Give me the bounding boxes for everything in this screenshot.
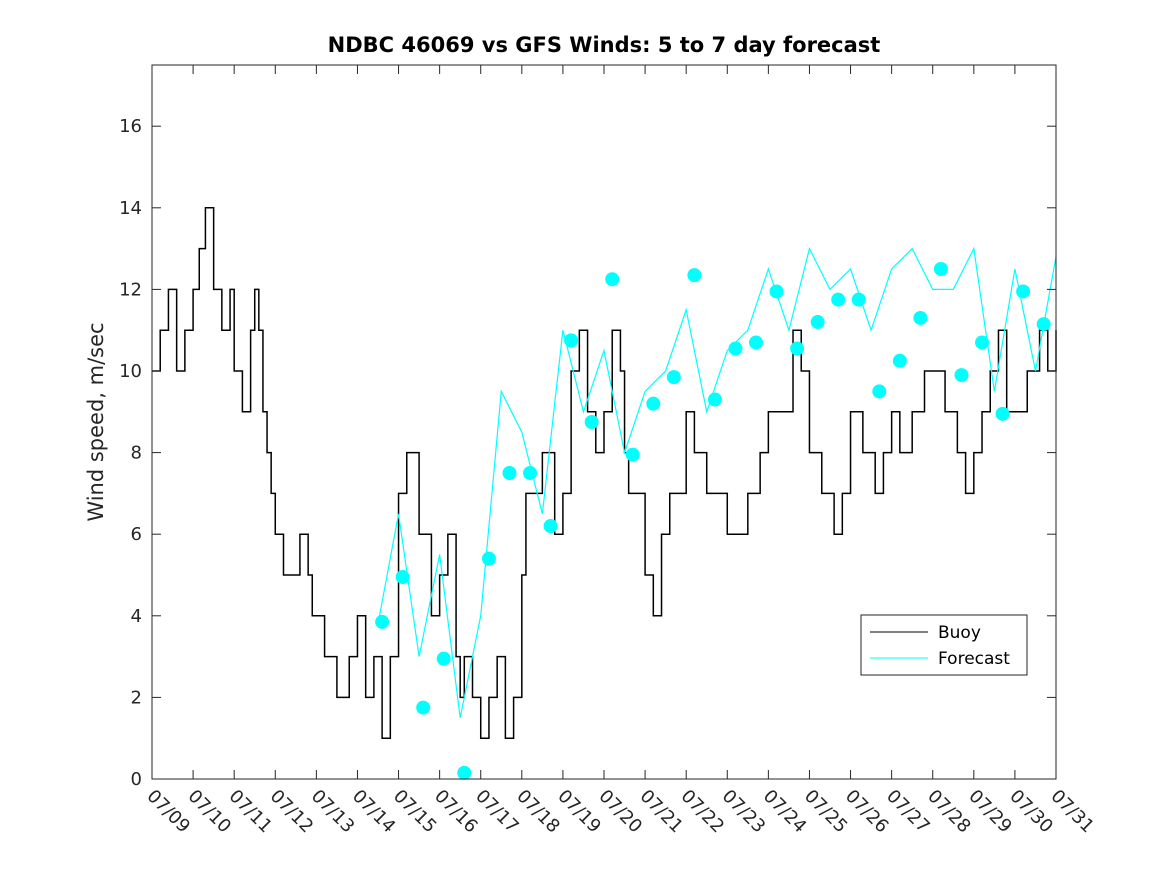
legend: Buoy Forecast [860, 614, 1028, 676]
x-tick-label: 07/23 [718, 786, 770, 838]
forecast-point [790, 341, 805, 356]
x-tick-label: 07/16 [430, 786, 482, 838]
x-axis: 07/0907/1007/1107/1207/1307/1407/1507/16… [142, 65, 1098, 837]
y-axis: 0 2 4 6 8 10 12 14 16 [119, 116, 1056, 790]
y-axis-label: Wind speed, m/sec [84, 322, 108, 521]
y-tick-label: 4 [131, 606, 142, 627]
y-tick-label: 16 [119, 116, 142, 137]
x-tick-label: 07/27 [882, 786, 934, 838]
forecast-point [457, 765, 472, 780]
forecast-point [502, 466, 517, 480]
y-tick-label: 14 [119, 198, 142, 219]
forecast-point [933, 262, 948, 276]
x-tick-label: 07/28 [923, 786, 975, 838]
x-tick-label: 07/31 [1046, 786, 1098, 838]
forecast-point [975, 335, 990, 350]
forecast-point [481, 551, 496, 566]
series-line-buoy [152, 207, 1057, 739]
y-tick-label: 10 [119, 361, 142, 382]
forecast-point [436, 651, 451, 666]
forecast-point [851, 292, 866, 307]
forecast-point [872, 384, 887, 399]
x-tick-label: 07/17 [471, 786, 523, 838]
legend-box [860, 614, 1028, 676]
x-tick-label: 07/15 [389, 786, 441, 838]
forecast-point [769, 284, 784, 299]
x-tick-label: 07/14 [348, 786, 400, 838]
x-tick-label: 07/29 [964, 786, 1016, 838]
forecast-point [749, 335, 764, 350]
legend-forecast-label: Forecast [938, 649, 1010, 669]
forecast-point [687, 268, 702, 283]
forecast-point [646, 396, 661, 411]
forecast-point [375, 614, 390, 629]
y-tick-label: 0 [131, 769, 142, 790]
series-line-forecast [377, 246, 1057, 718]
x-tick-label: 07/26 [841, 786, 893, 838]
x-tick-label: 07/09 [142, 786, 194, 838]
forecast-point [995, 406, 1010, 421]
forecast-point [1016, 284, 1031, 299]
plot-lines [152, 207, 1057, 780]
x-tick-label: 07/30 [1005, 786, 1057, 838]
x-tick-label: 07/10 [184, 786, 236, 838]
legend-buoy-label: Buoy [938, 623, 981, 643]
x-tick-label: 07/20 [594, 786, 646, 838]
forecast-point [707, 392, 722, 407]
y-tick-label: 8 [131, 443, 142, 464]
y-tick-label: 6 [131, 524, 142, 545]
forecast-point [666, 370, 681, 385]
forecast-point [523, 466, 538, 480]
x-tick-label: 07/11 [225, 786, 277, 838]
y-tick-label: 12 [119, 279, 142, 300]
x-tick-label: 07/25 [800, 786, 852, 838]
forecast-point [1036, 317, 1051, 332]
forecast-point [416, 700, 431, 715]
chart-title: NDBC 46069 vs GFS Winds: 5 to 7 day fore… [328, 33, 881, 57]
forecast-point [395, 570, 410, 585]
forecast-point [605, 272, 620, 287]
forecast-point [564, 333, 579, 348]
forecast-point [954, 368, 969, 383]
forecast-point [810, 315, 825, 330]
forecast-point [543, 519, 558, 534]
x-tick-label: 07/12 [266, 786, 318, 838]
forecast-point [728, 341, 743, 356]
x-tick-label: 07/18 [512, 786, 564, 838]
forecast-point [892, 353, 907, 368]
x-tick-label: 07/13 [307, 786, 359, 838]
x-tick-label: 07/19 [553, 786, 605, 838]
x-tick-label: 07/24 [759, 786, 811, 838]
forecast-point [913, 310, 928, 325]
x-tick-label: 07/21 [636, 786, 688, 838]
forecast-point [584, 415, 599, 429]
y-tick-label: 2 [131, 687, 142, 708]
x-tick-label: 07/22 [677, 786, 729, 838]
forecast-point [831, 292, 846, 307]
forecast-point [625, 447, 640, 462]
